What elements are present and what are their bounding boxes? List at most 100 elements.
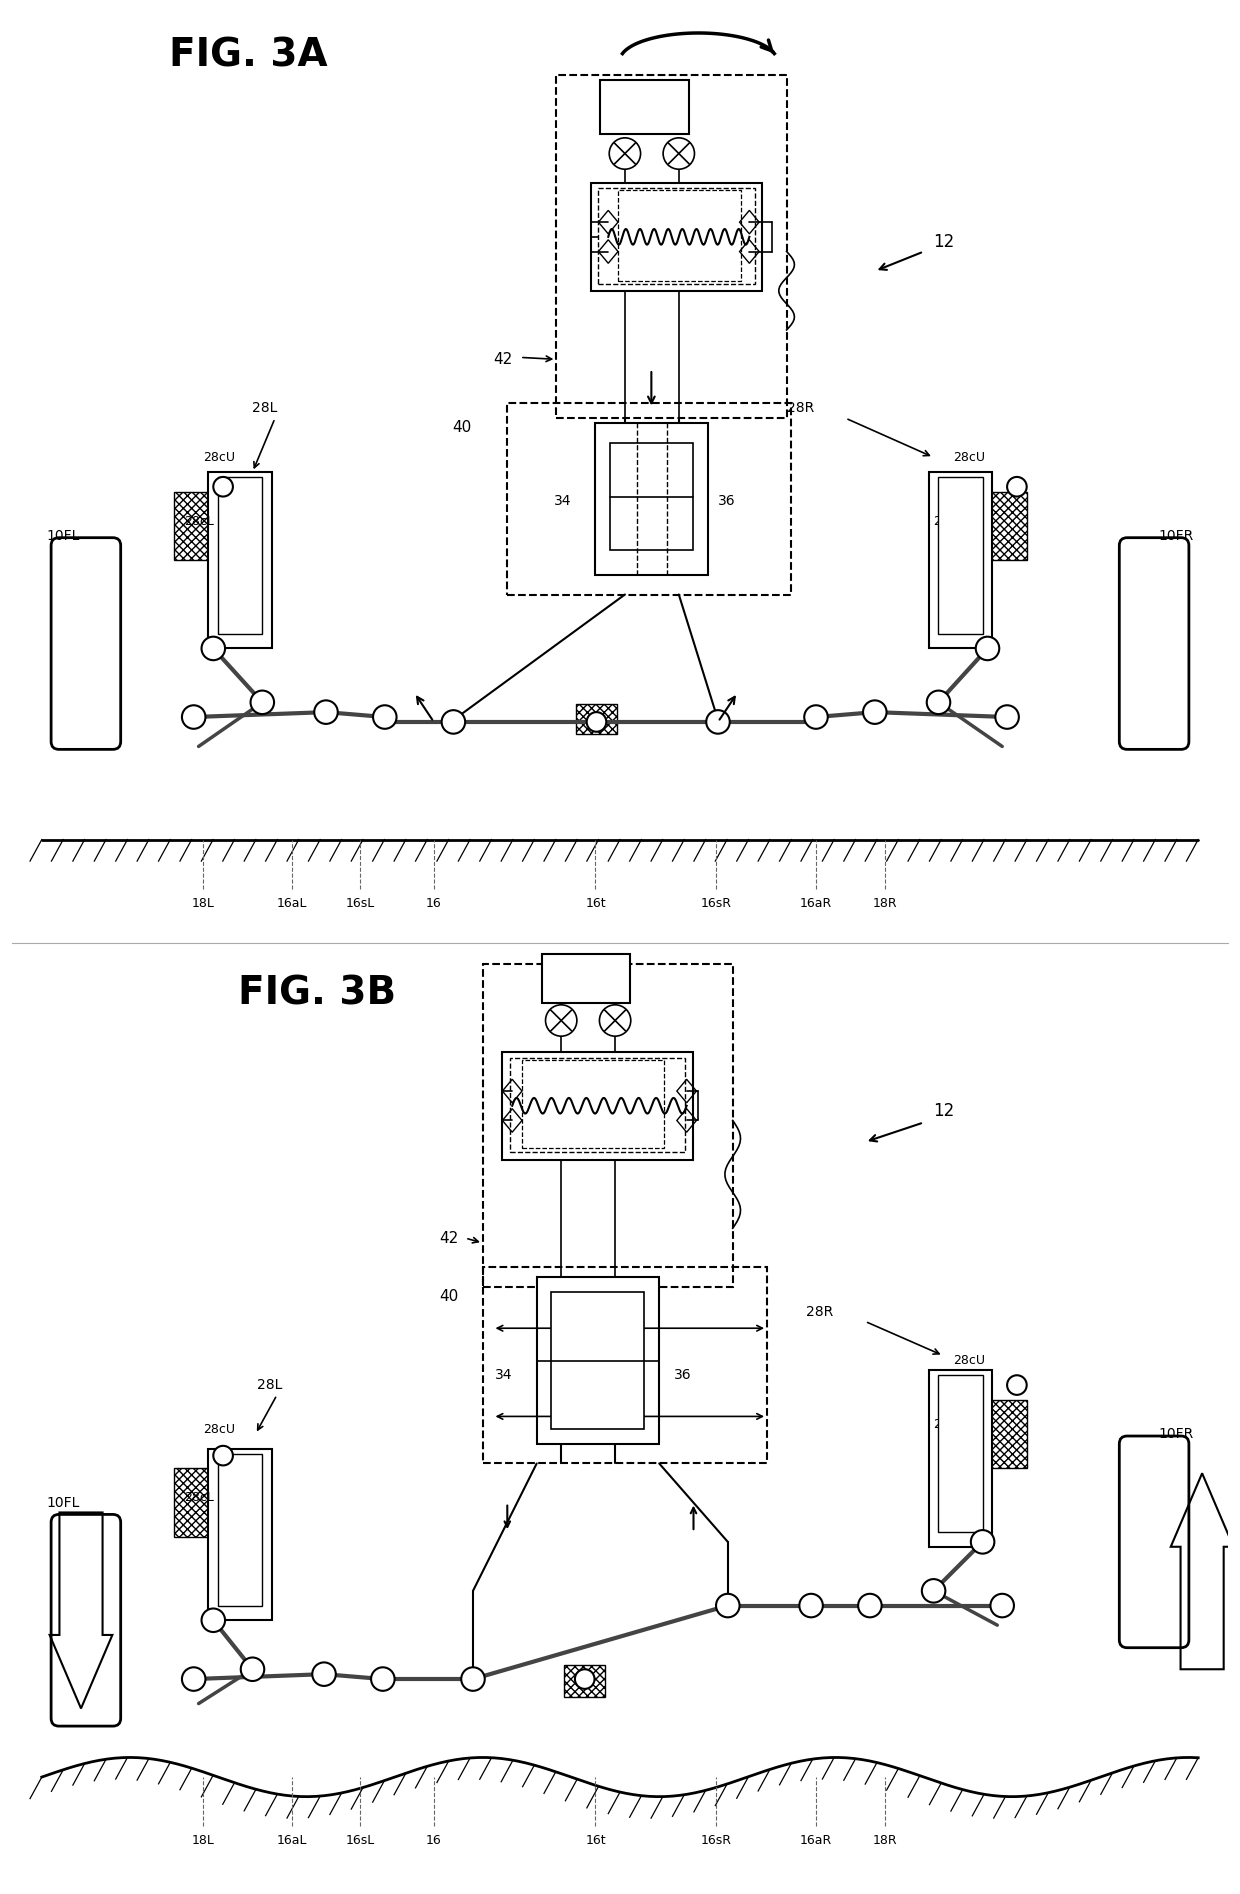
- Circle shape: [609, 138, 641, 169]
- Circle shape: [1007, 477, 1027, 496]
- Text: 36: 36: [718, 494, 735, 508]
- Bar: [510, 1057, 684, 1152]
- Bar: [482, 1267, 768, 1464]
- Text: 10FL: 10FL: [47, 528, 81, 544]
- Text: 12: 12: [932, 233, 954, 250]
- Text: 34: 34: [495, 1367, 512, 1383]
- Circle shape: [921, 1580, 945, 1602]
- Bar: [174, 1468, 216, 1536]
- Circle shape: [587, 712, 606, 731]
- Text: 12: 12: [932, 1102, 954, 1119]
- Circle shape: [800, 1593, 823, 1617]
- Text: 28cU: 28cU: [203, 1422, 236, 1436]
- Text: FIG. 3A: FIG. 3A: [169, 36, 327, 74]
- Circle shape: [250, 691, 274, 714]
- Bar: [575, 705, 618, 733]
- Circle shape: [371, 1667, 394, 1691]
- Bar: [537, 1277, 660, 1443]
- Circle shape: [926, 691, 950, 714]
- Circle shape: [213, 1445, 233, 1466]
- Text: 16aL: 16aL: [277, 896, 308, 909]
- Text: 28cU: 28cU: [203, 451, 236, 464]
- Bar: [557, 76, 786, 419]
- Circle shape: [863, 701, 887, 724]
- Text: 18L: 18L: [192, 1833, 215, 1847]
- Circle shape: [575, 1669, 594, 1689]
- Text: 18L: 18L: [192, 896, 215, 909]
- Bar: [208, 1449, 272, 1619]
- Circle shape: [373, 705, 397, 729]
- Bar: [208, 472, 272, 648]
- Bar: [552, 1292, 645, 1430]
- Text: 16sR: 16sR: [701, 896, 732, 909]
- Circle shape: [996, 705, 1019, 729]
- Bar: [507, 403, 791, 595]
- Bar: [600, 80, 688, 134]
- Text: 28cL: 28cL: [934, 1419, 963, 1430]
- Bar: [929, 1371, 992, 1547]
- Circle shape: [202, 636, 224, 661]
- Circle shape: [441, 710, 465, 733]
- Text: 42: 42: [494, 352, 512, 367]
- Circle shape: [971, 1530, 994, 1553]
- Bar: [482, 964, 733, 1288]
- Text: 28L: 28L: [258, 1379, 283, 1392]
- Circle shape: [805, 705, 828, 729]
- Circle shape: [715, 1593, 739, 1617]
- Bar: [590, 184, 763, 292]
- Bar: [986, 1400, 1027, 1468]
- Circle shape: [213, 477, 233, 496]
- Circle shape: [976, 636, 999, 661]
- Text: 16sL: 16sL: [346, 1833, 374, 1847]
- Text: 18R: 18R: [872, 896, 897, 909]
- Circle shape: [707, 710, 730, 733]
- Circle shape: [1007, 1375, 1027, 1394]
- Circle shape: [663, 138, 694, 169]
- Bar: [599, 188, 755, 284]
- Text: 40: 40: [451, 420, 471, 436]
- Text: 16aL: 16aL: [277, 1833, 308, 1847]
- Bar: [522, 1061, 665, 1148]
- Text: 28cU: 28cU: [954, 1354, 986, 1367]
- Text: 16sL: 16sL: [346, 896, 374, 909]
- Text: 28cL: 28cL: [184, 1491, 213, 1504]
- Circle shape: [858, 1593, 882, 1617]
- Text: 10FL: 10FL: [47, 1496, 81, 1510]
- Text: 16aR: 16aR: [800, 896, 832, 909]
- Text: 10FR: 10FR: [1158, 1426, 1193, 1441]
- Bar: [218, 477, 263, 634]
- Text: FIG. 3B: FIG. 3B: [238, 974, 396, 1011]
- Bar: [610, 443, 693, 551]
- Bar: [618, 189, 740, 280]
- Circle shape: [546, 1006, 577, 1036]
- Bar: [564, 1665, 605, 1697]
- Text: 40: 40: [439, 1290, 459, 1305]
- Circle shape: [182, 1667, 206, 1691]
- Text: 28R: 28R: [786, 402, 813, 415]
- Bar: [502, 1051, 693, 1159]
- Bar: [939, 1375, 982, 1532]
- Text: 16t: 16t: [585, 1833, 606, 1847]
- Circle shape: [182, 705, 206, 729]
- Bar: [218, 1455, 263, 1606]
- Text: 42: 42: [439, 1231, 459, 1246]
- Text: 16t: 16t: [585, 896, 606, 909]
- Circle shape: [241, 1657, 264, 1682]
- Bar: [174, 492, 216, 561]
- Text: 16: 16: [425, 896, 441, 909]
- Circle shape: [202, 1608, 224, 1633]
- Bar: [986, 492, 1027, 561]
- Bar: [929, 472, 992, 648]
- Text: 16sR: 16sR: [701, 1833, 732, 1847]
- Circle shape: [312, 1663, 336, 1686]
- Bar: [939, 477, 982, 634]
- Text: 28L: 28L: [253, 402, 278, 415]
- Circle shape: [599, 1006, 631, 1036]
- Text: 28cU: 28cU: [954, 451, 986, 464]
- Text: 16: 16: [425, 1833, 441, 1847]
- Text: 36: 36: [673, 1367, 692, 1383]
- Text: 10FR: 10FR: [1158, 528, 1193, 544]
- Bar: [595, 422, 708, 576]
- Circle shape: [461, 1667, 485, 1691]
- Circle shape: [991, 1593, 1014, 1617]
